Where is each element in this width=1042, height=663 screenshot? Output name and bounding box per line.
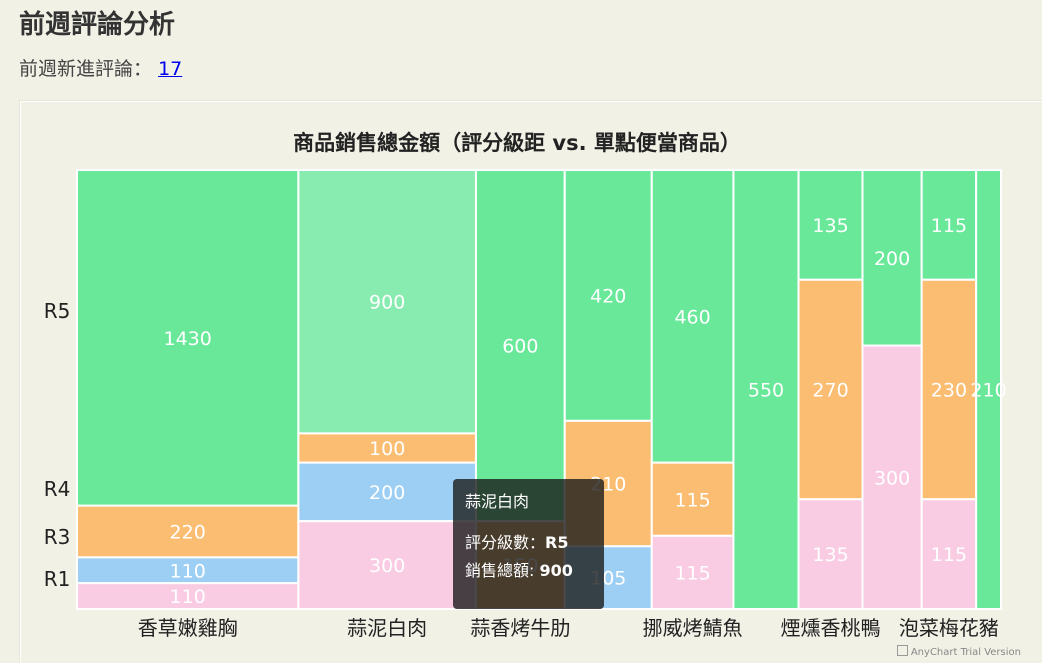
cell-value-label: 300 bbox=[874, 467, 910, 489]
chart-logo-icon bbox=[896, 645, 908, 656]
cell-value-label: 115 bbox=[674, 562, 710, 584]
tooltip-sales-value: 900 bbox=[539, 561, 573, 580]
x-axis-label: 挪威烤鯖魚 bbox=[643, 616, 743, 640]
cell-value-label: 1430 bbox=[164, 328, 212, 350]
x-axis-label: 香草嫩雞胸 bbox=[138, 616, 238, 640]
new-reviews-line: 前週新進評論： 17 bbox=[19, 54, 182, 81]
x-axis-label: 泡菜梅花豬 bbox=[899, 616, 999, 640]
cell-value-label: 135 bbox=[812, 215, 848, 237]
cell-value-label: 115 bbox=[674, 489, 710, 511]
cell-value-label: 220 bbox=[170, 522, 206, 544]
cell-value-label: 100 bbox=[369, 438, 405, 460]
new-reviews-count-link[interactable]: 17 bbox=[158, 58, 183, 80]
mosaic-cell[interactable] bbox=[76, 169, 300, 507]
chart-panel: 商品銷售總金額（評分級距 vs. 單點便當商品） 1430 220 110 110 90… bbox=[19, 100, 1042, 663]
x-axis-label: 煙燻香桃鴨 bbox=[781, 616, 881, 640]
cell-value-label: 600 bbox=[502, 336, 538, 358]
mosaic-cell[interactable] bbox=[732, 169, 800, 610]
cell-value-label: 110 bbox=[170, 586, 206, 608]
chart-tooltip: 蒜泥白肉 評分級數：R5 銷售總額: 900 bbox=[453, 479, 604, 609]
mosaic-cell[interactable] bbox=[650, 169, 735, 464]
y-axis-label: R3 bbox=[44, 525, 71, 549]
tooltip-sales-label: 銷售總額: bbox=[465, 561, 540, 580]
cell-value-label: 115 bbox=[931, 215, 967, 237]
tooltip-sales: 銷售總額: 900 bbox=[465, 557, 604, 585]
mosaic-cell[interactable] bbox=[76, 556, 300, 585]
mosaic-cell[interactable] bbox=[297, 520, 477, 611]
mosaic-cell[interactable] bbox=[975, 169, 1003, 610]
mosaic-cell[interactable] bbox=[650, 461, 735, 537]
chart-title: 商品銷售總金額（評分級距 vs. 單點便當商品） bbox=[293, 131, 741, 155]
mosaic-cell[interactable] bbox=[797, 498, 864, 610]
cell-value-label: 420 bbox=[590, 285, 626, 307]
cell-value-label: 270 bbox=[812, 380, 848, 402]
new-reviews-label: 前週新進評論： bbox=[19, 58, 153, 80]
cell-value-label: 300 bbox=[369, 555, 405, 577]
tooltip-rating: 評分級數：R5 bbox=[465, 529, 604, 557]
mosaic-cell[interactable] bbox=[297, 461, 477, 523]
tooltip-title: 蒜泥白肉 bbox=[465, 492, 530, 511]
cell-value-label: 115 bbox=[931, 544, 967, 566]
cell-value-label: 230 bbox=[931, 380, 967, 402]
mosaic-chart: 商品銷售總金額（評分級距 vs. 單點便當商品） 1430 220 110 110 90… bbox=[44, 131, 1007, 640]
tooltip-rating-label: 評分級數： bbox=[465, 533, 546, 552]
mosaic-cell[interactable] bbox=[861, 169, 923, 347]
mosaic-cell[interactable] bbox=[563, 169, 653, 422]
cell-value-label: 900 bbox=[369, 292, 405, 314]
cell-value-label: 200 bbox=[369, 482, 405, 504]
tooltip-rating-value: R5 bbox=[545, 533, 569, 552]
cell-value-label: 460 bbox=[674, 306, 710, 328]
mosaic-cell[interactable] bbox=[650, 534, 735, 611]
page-title: 前週評論分析 bbox=[19, 10, 176, 40]
y-axis-label: R4 bbox=[44, 477, 71, 501]
cell-value-label: 210 bbox=[970, 380, 1006, 402]
x-axis-label: 蒜泥白肉 bbox=[347, 616, 427, 640]
mosaic-cell[interactable] bbox=[474, 169, 566, 523]
y-axis-label: R5 bbox=[44, 299, 71, 323]
credits[interactable]: AnyChart Trial Version bbox=[896, 645, 1021, 658]
y-axis-label: R1 bbox=[44, 567, 71, 591]
cell-value-label: 135 bbox=[812, 544, 848, 566]
cell-value-label: 550 bbox=[748, 380, 784, 402]
cell-value-label: 200 bbox=[874, 248, 910, 270]
cell-value-label: 110 bbox=[170, 560, 206, 582]
credits-text: AnyChart Trial Version bbox=[910, 647, 1021, 658]
x-axis-label: 蒜香烤牛肋 bbox=[470, 616, 570, 640]
